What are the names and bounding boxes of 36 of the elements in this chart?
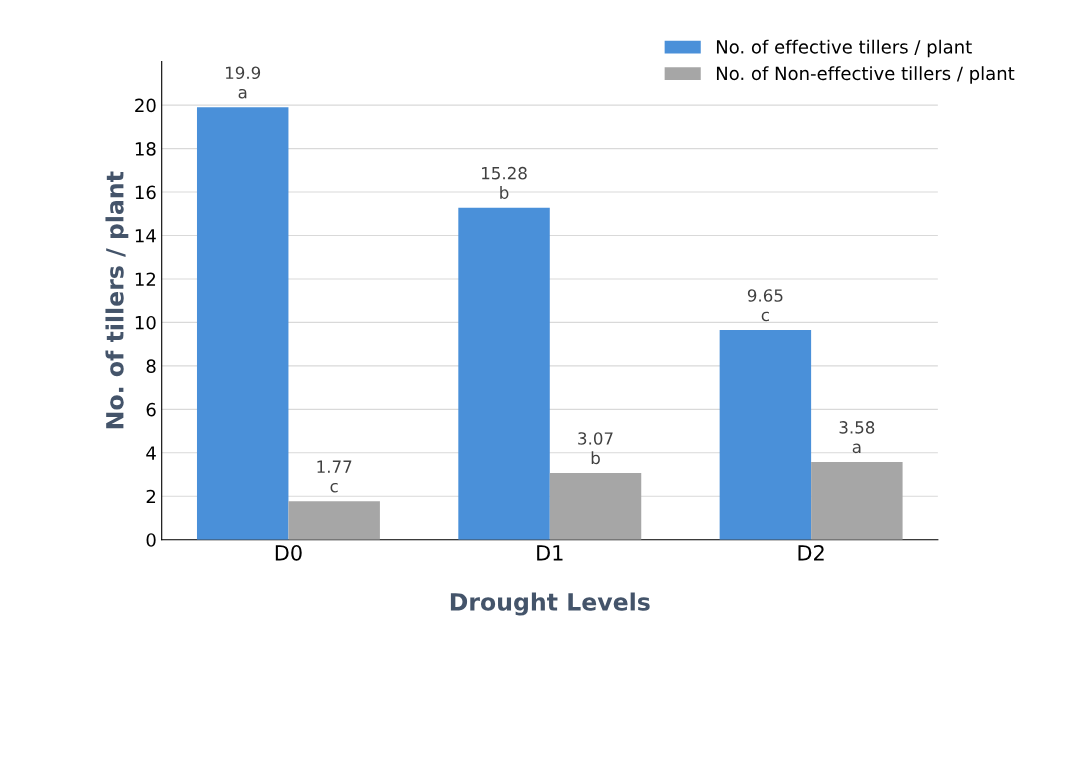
x-tick-label: D0 bbox=[275, 544, 302, 561]
y-tick-label: 2 bbox=[146, 489, 156, 504]
x-tick-label: D1 bbox=[537, 545, 563, 561]
y-tick-label: 10 bbox=[135, 315, 156, 330]
y-tick-label: 12 bbox=[135, 272, 156, 286]
annotation: c bbox=[761, 311, 769, 322]
bar bbox=[719, 330, 812, 540]
annotation: c bbox=[330, 482, 338, 493]
data-label: 3.07 bbox=[578, 432, 613, 445]
data-label: 9.65 bbox=[747, 289, 783, 302]
annotation: a bbox=[238, 88, 247, 99]
bar bbox=[549, 472, 642, 540]
bar bbox=[288, 501, 380, 540]
annotation: a bbox=[852, 443, 861, 454]
y-tick-label: 18 bbox=[135, 142, 156, 156]
y-tick-label: 20 bbox=[135, 98, 156, 113]
y-axis-title: No. of tillers / plant bbox=[105, 171, 129, 429]
data-label: 1.77 bbox=[317, 460, 352, 473]
data-label: 3.58 bbox=[839, 421, 875, 434]
y-tick-label: 6 bbox=[146, 402, 156, 417]
y-tick-label: 8 bbox=[146, 359, 156, 373]
bar bbox=[811, 461, 903, 540]
y-tick-label: 16 bbox=[135, 185, 156, 200]
x-axis-title: Drought Levels bbox=[450, 592, 650, 616]
annotation: b bbox=[591, 451, 600, 465]
annotation: b bbox=[500, 186, 509, 199]
data-label: 15.28 bbox=[482, 166, 527, 180]
legend-label: No. of effective tillers / plant bbox=[716, 39, 972, 58]
legend-label: No. of Non-effective tillers / plant bbox=[716, 66, 1015, 84]
y-tick-label: 14 bbox=[135, 229, 156, 243]
data-label: 19.9 bbox=[225, 66, 261, 80]
y-tick-label: 0 bbox=[146, 533, 156, 547]
y-tick-label: 4 bbox=[146, 446, 156, 460]
x-tick-label: D2 bbox=[798, 544, 824, 561]
bar bbox=[458, 207, 550, 540]
bar bbox=[196, 107, 289, 540]
